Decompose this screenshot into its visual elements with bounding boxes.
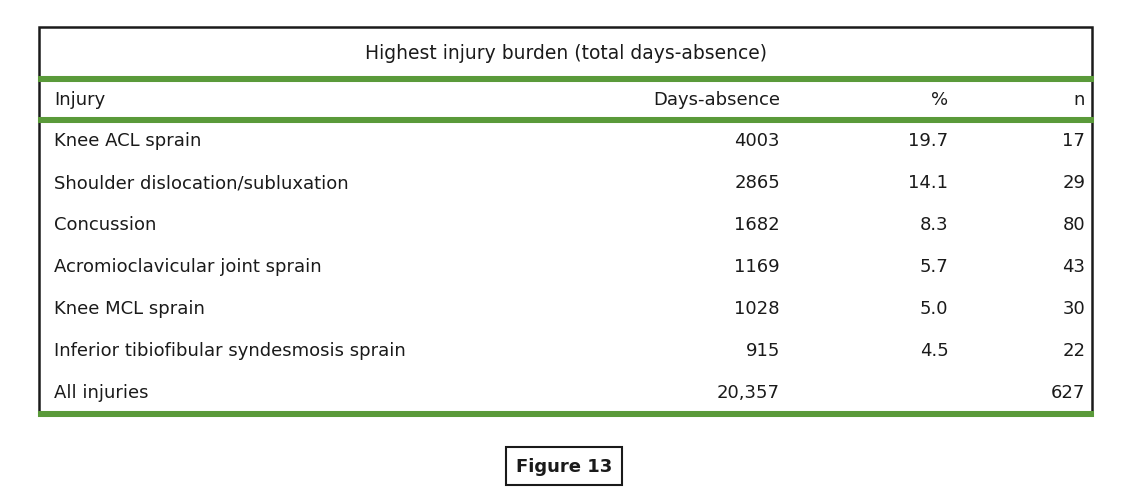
Text: 80: 80 xyxy=(1063,216,1085,234)
Text: 4.5: 4.5 xyxy=(919,342,949,360)
Text: 19.7: 19.7 xyxy=(908,132,949,150)
Text: Concussion: Concussion xyxy=(54,216,157,234)
Text: 43: 43 xyxy=(1063,258,1085,276)
Text: 1028: 1028 xyxy=(734,300,779,318)
Text: Knee MCL sprain: Knee MCL sprain xyxy=(54,300,205,318)
Text: 8.3: 8.3 xyxy=(919,216,949,234)
Text: n: n xyxy=(1074,91,1085,109)
Text: Knee ACL sprain: Knee ACL sprain xyxy=(54,132,202,150)
Text: Days-absence: Days-absence xyxy=(653,91,779,109)
Text: 4003: 4003 xyxy=(734,132,779,150)
Text: 627: 627 xyxy=(1051,383,1085,401)
Text: 14.1: 14.1 xyxy=(908,174,949,192)
Text: All injuries: All injuries xyxy=(54,383,149,401)
Text: 915: 915 xyxy=(746,342,779,360)
Text: Highest injury burden (total days-absence): Highest injury burden (total days-absenc… xyxy=(364,44,767,63)
Text: Shoulder dislocation/subluxation: Shoulder dislocation/subluxation xyxy=(54,174,349,192)
Bar xyxy=(39,28,1092,413)
Text: Acromioclavicular joint sprain: Acromioclavicular joint sprain xyxy=(54,258,321,276)
Text: 30: 30 xyxy=(1063,300,1085,318)
Text: 1169: 1169 xyxy=(734,258,779,276)
Text: 5.7: 5.7 xyxy=(919,258,949,276)
Text: 5.0: 5.0 xyxy=(919,300,949,318)
Text: Figure 13: Figure 13 xyxy=(515,457,613,475)
Text: 1682: 1682 xyxy=(734,216,779,234)
Text: 2865: 2865 xyxy=(734,174,779,192)
Text: 20,357: 20,357 xyxy=(717,383,779,401)
Text: Inferior tibiofibular syndesmosis sprain: Inferior tibiofibular syndesmosis sprain xyxy=(54,342,406,360)
Text: 29: 29 xyxy=(1063,174,1085,192)
Text: 17: 17 xyxy=(1063,132,1085,150)
Text: Injury: Injury xyxy=(54,91,105,109)
Text: %: % xyxy=(932,91,949,109)
Text: 22: 22 xyxy=(1063,342,1085,360)
